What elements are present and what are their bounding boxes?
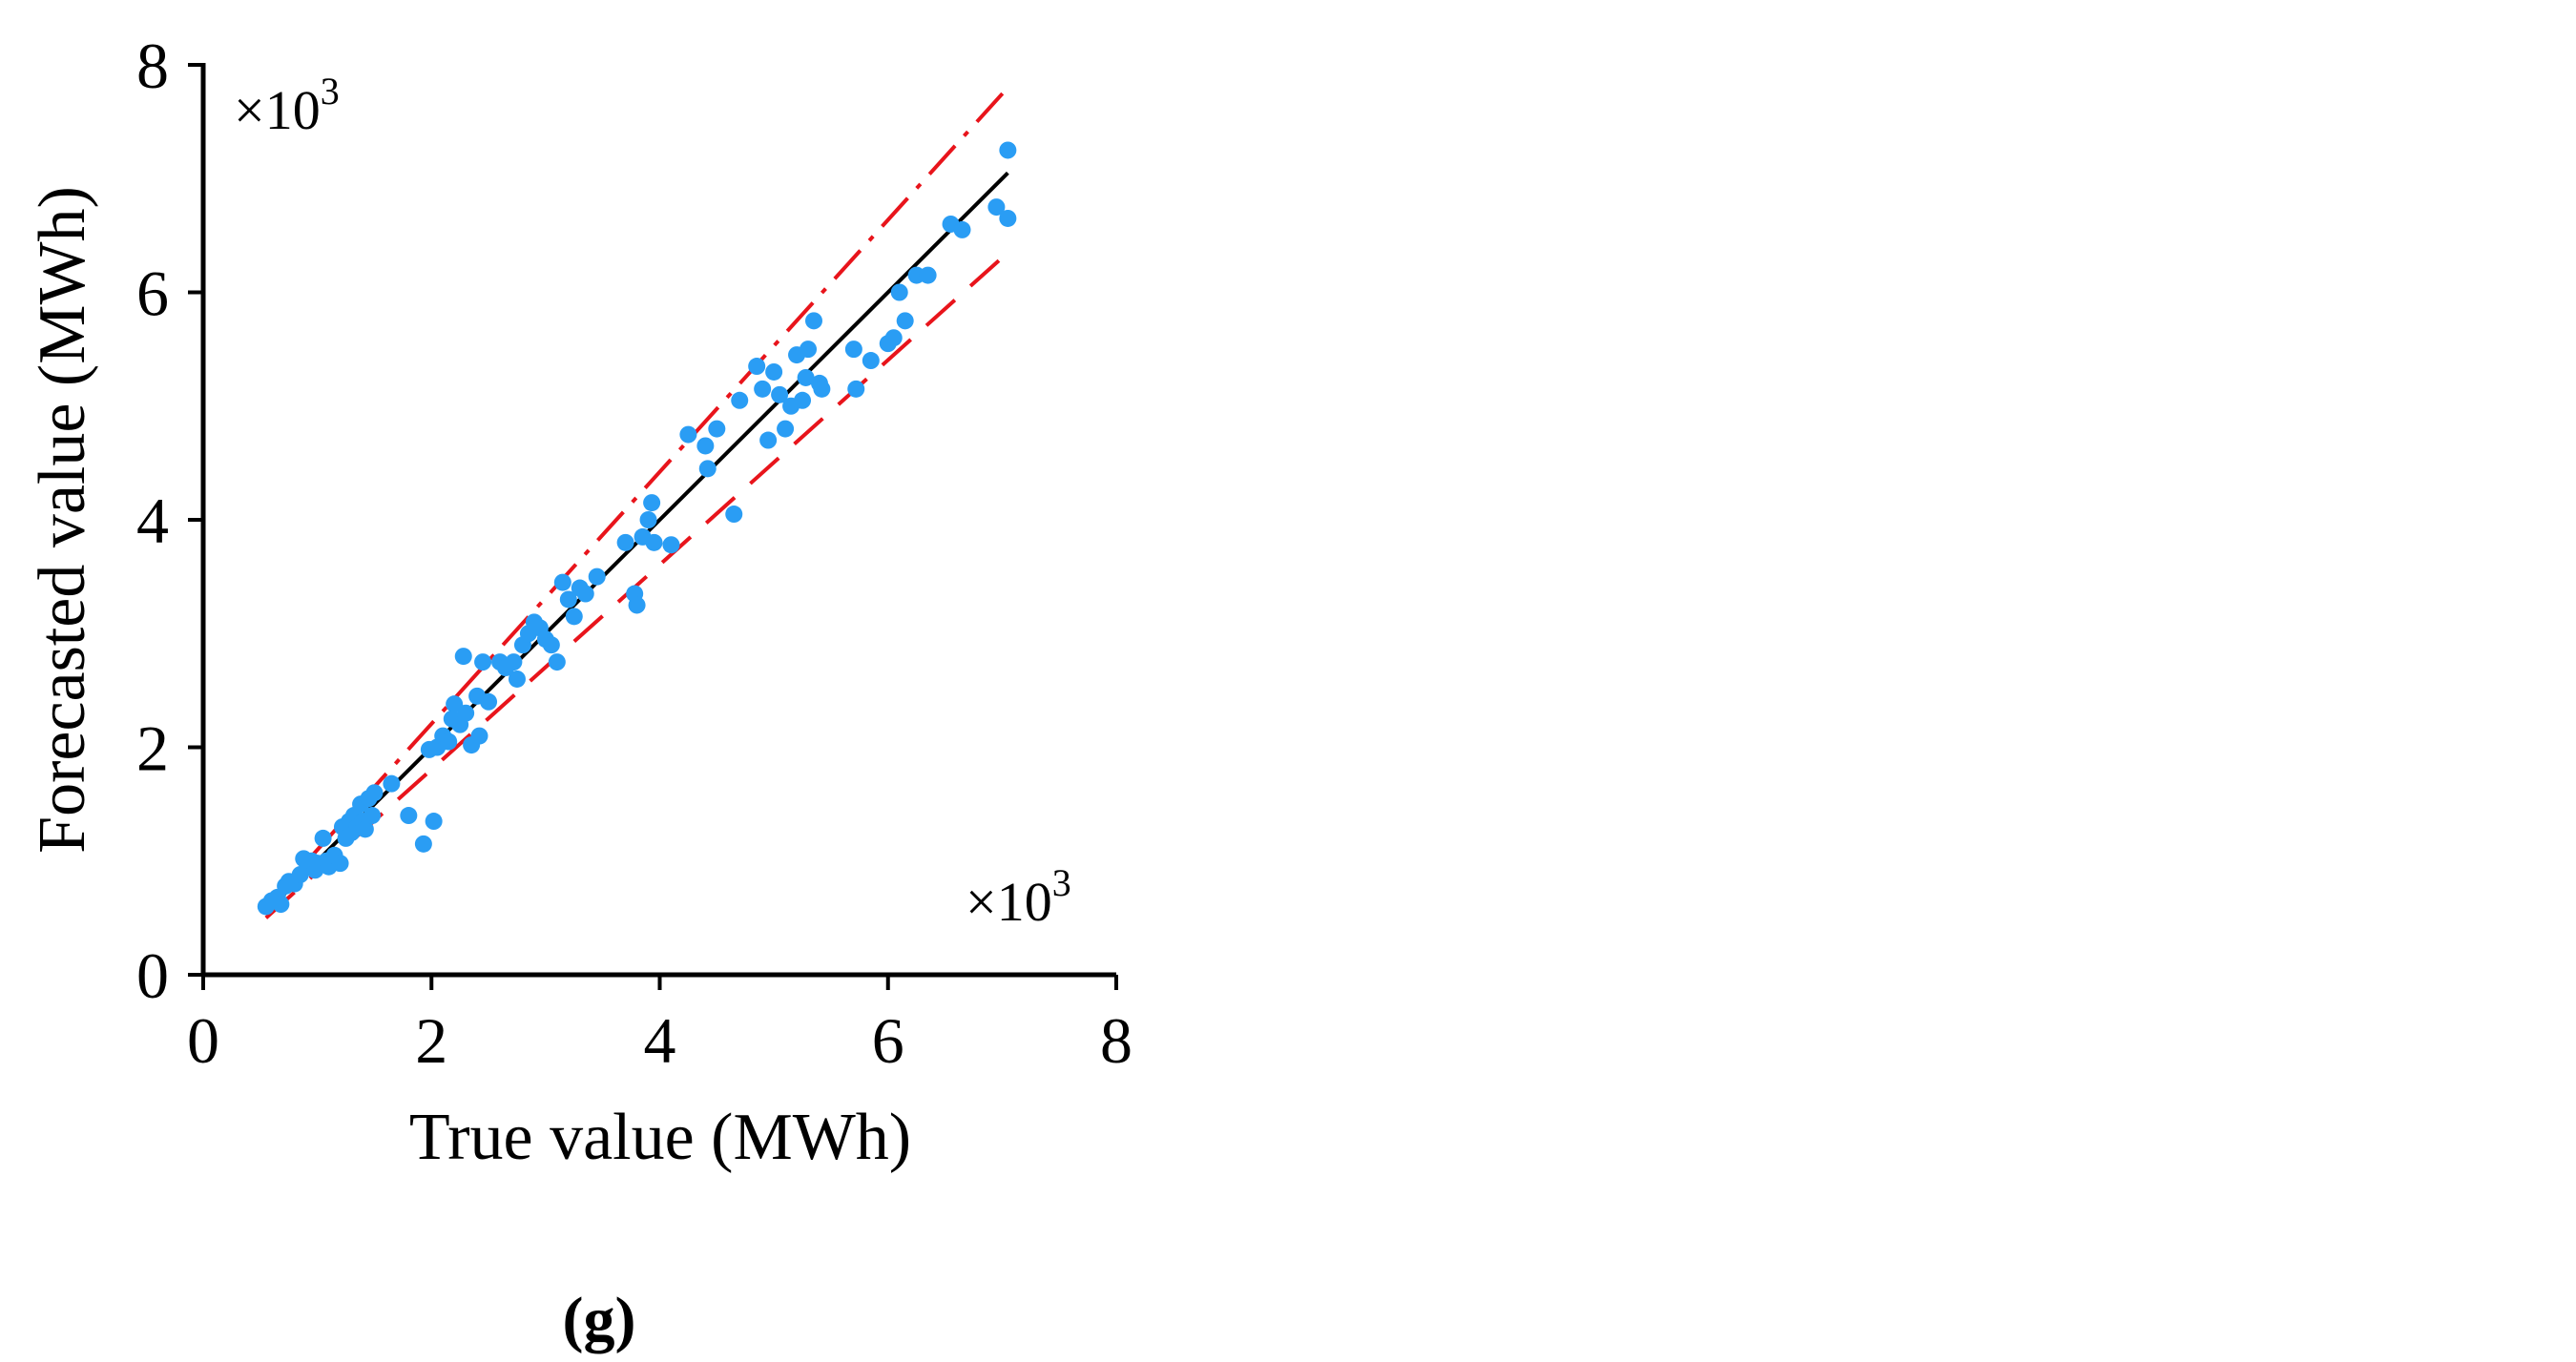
data-point (542, 636, 560, 654)
data-point (508, 670, 526, 688)
data-point (890, 283, 908, 301)
data-point (474, 653, 492, 671)
data-point (725, 506, 743, 524)
data-point (565, 608, 583, 626)
data-point (331, 855, 349, 873)
data-point (457, 704, 475, 722)
plot-area (257, 86, 1017, 919)
data-point (731, 391, 749, 409)
data-point (643, 494, 661, 512)
data-point (383, 774, 401, 793)
data-point (425, 813, 443, 831)
data-point (559, 590, 577, 609)
y-tick-label: 0 (136, 939, 169, 1012)
data-point (999, 209, 1017, 227)
y-multiplier-label: ×103 (234, 70, 340, 141)
upper-bound-line (264, 86, 1009, 908)
x-tick-label: 0 (187, 1004, 219, 1077)
x-multiplier-label: ×103 (966, 861, 1071, 933)
data-point (987, 198, 1006, 217)
data-point (800, 340, 818, 359)
data-point (414, 835, 432, 853)
y-tick-label: 2 (136, 712, 169, 785)
data-point (639, 511, 657, 528)
data-point (797, 368, 815, 386)
data-point (754, 380, 772, 398)
x-tick-label: 4 (644, 1004, 676, 1077)
data-point (696, 437, 715, 455)
data-point (748, 358, 766, 376)
data-point (662, 536, 680, 554)
data-point (470, 727, 488, 745)
data-point (844, 340, 862, 359)
data-point (759, 431, 778, 449)
data-point (765, 362, 783, 381)
data-point (446, 695, 464, 713)
data-point (480, 692, 498, 711)
x-tick-label: 2 (415, 1004, 447, 1077)
data-point (548, 653, 566, 671)
data-point (365, 784, 384, 802)
data-point (505, 653, 523, 671)
x-axis-title: True value (MWh) (409, 1101, 911, 1174)
data-point (804, 312, 822, 330)
data-point (440, 733, 458, 751)
data-point (588, 568, 606, 586)
data-point (999, 141, 1017, 159)
y-tick-label: 6 (136, 258, 169, 330)
data-point (576, 585, 594, 603)
data-point (771, 385, 789, 403)
data-point (794, 391, 812, 409)
data-point (628, 596, 646, 614)
panel-label: (g) (563, 1285, 636, 1354)
data-point (400, 807, 418, 825)
data-point (813, 380, 831, 398)
data-point (454, 648, 472, 666)
data-point (708, 420, 726, 438)
axes: 0 2 4 6 8 0 2 4 6 8 (136, 30, 1132, 1077)
data-point (356, 820, 374, 838)
data-point (862, 352, 880, 370)
data-point (777, 420, 795, 438)
data-point (679, 425, 697, 444)
data-point (645, 533, 663, 551)
data-point (896, 312, 914, 330)
data-point (314, 829, 332, 847)
data-point (919, 266, 937, 284)
data-point (272, 896, 290, 914)
data-point (953, 220, 971, 238)
lower-bound-line (264, 251, 1009, 919)
data-point (616, 533, 634, 551)
y-tick-label: 4 (136, 485, 169, 557)
data-point (553, 573, 571, 591)
data-point (698, 460, 717, 478)
y-tick-label: 8 (136, 30, 169, 102)
x-tick-label: 8 (1100, 1004, 1132, 1077)
data-point (884, 329, 903, 347)
x-tick-label: 6 (872, 1004, 904, 1077)
data-point (364, 807, 382, 825)
y-axis-title: Forecasted value (MWh) (26, 186, 99, 854)
data-point (847, 380, 865, 398)
